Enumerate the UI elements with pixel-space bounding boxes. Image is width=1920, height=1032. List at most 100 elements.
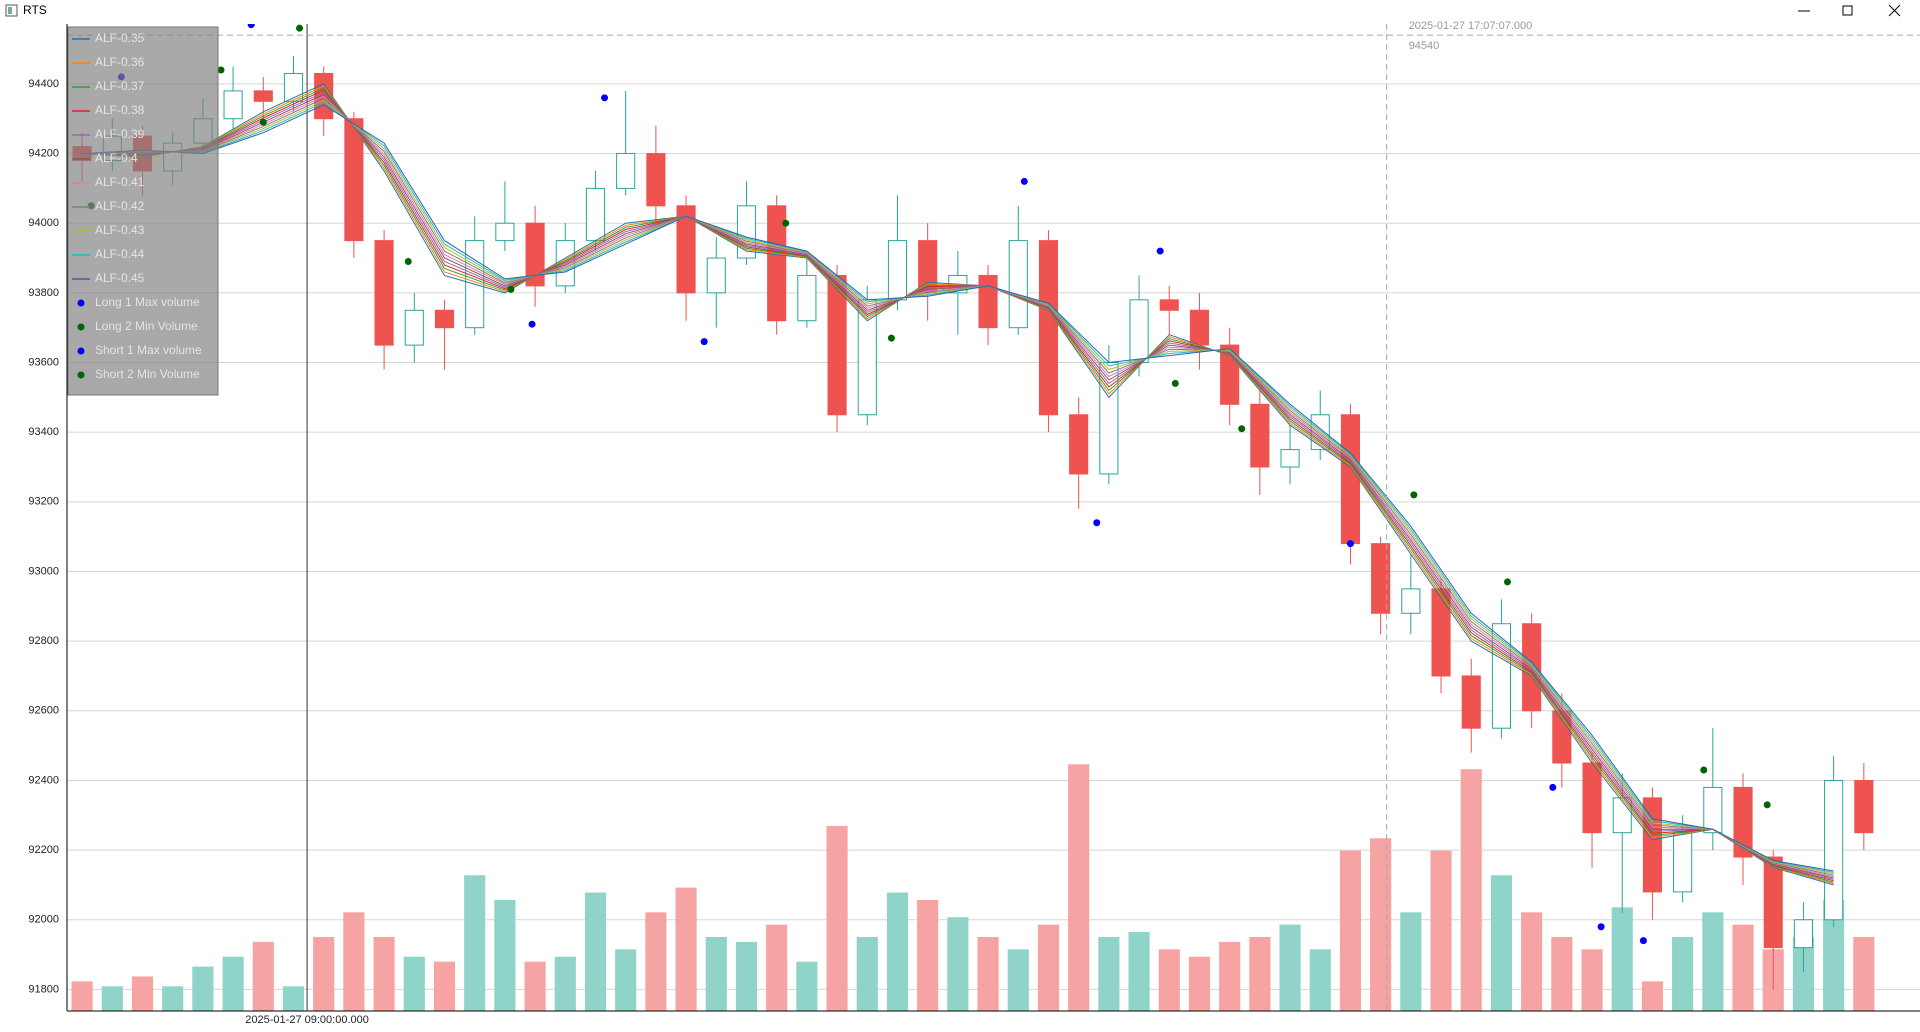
- volume-bar: [403, 956, 425, 1011]
- volume-bar: [554, 956, 576, 1011]
- legend-label: ALF-0.44: [95, 247, 145, 261]
- close-button[interactable]: [1888, 4, 1901, 17]
- volume-bar: [947, 917, 969, 1011]
- volume-bar: [917, 899, 939, 1011]
- legend-swatch: [77, 299, 85, 307]
- legend-label: ALF-0.41: [95, 175, 145, 189]
- signal-marker: [1346, 540, 1354, 548]
- candle-body: [1461, 675, 1481, 729]
- signal-marker: [528, 320, 536, 328]
- y-tick-label: 93400: [28, 426, 59, 438]
- candle-body: [495, 222, 515, 242]
- volume-bar: [1460, 769, 1482, 1011]
- candle-body: [1673, 832, 1693, 893]
- legend-label: Long 1 Max volume: [95, 295, 200, 309]
- volume-bar: [162, 986, 184, 1011]
- candle-body: [676, 205, 696, 294]
- legend-label: ALF-0.36: [95, 55, 145, 69]
- volume-bar: [615, 949, 637, 1011]
- candle-body: [525, 222, 545, 287]
- alf-line: [82, 91, 1834, 880]
- plot-clip-group: [71, 24, 1875, 1011]
- volume-bar: [1490, 875, 1513, 1011]
- alf-line: [82, 104, 1834, 872]
- volume-bar: [1219, 941, 1241, 1011]
- volume-bar: [1279, 924, 1301, 1011]
- volume-bar: [494, 899, 516, 1011]
- legend-box: [67, 26, 219, 396]
- signal-marker: [1093, 519, 1101, 527]
- y-tick-label: 93600: [28, 356, 59, 368]
- candle-body: [1129, 299, 1149, 364]
- alf-line: [82, 102, 1834, 873]
- legend-label: ALF-0.39: [95, 127, 145, 141]
- volume-bar: [343, 912, 365, 1011]
- signal-marker: [1700, 766, 1708, 774]
- plot-area: 91800 92000 92200 92400 92600 92800 93000 93200…: [28, 20, 1920, 1026]
- restore-button[interactable]: [1842, 5, 1853, 16]
- candle-body: [1371, 543, 1391, 614]
- candle-body: [223, 90, 243, 120]
- alf-line: [82, 83, 1834, 886]
- legend-label: ALF-0.43: [95, 223, 145, 237]
- volume-bar: [705, 936, 727, 1011]
- volume-bar: [1249, 936, 1271, 1011]
- y-tick-label: 94200: [28, 147, 59, 159]
- y-tick-label: 94000: [28, 217, 59, 229]
- volume-bar: [1611, 907, 1633, 1011]
- candle-body: [1763, 856, 1783, 949]
- signal-marker: [404, 258, 412, 266]
- volume-bar: [131, 976, 154, 1011]
- candle-body: [585, 187, 606, 242]
- candle-body: [253, 90, 273, 102]
- legend-label: ALF-0.42: [95, 199, 145, 213]
- candle-body: [1854, 779, 1874, 834]
- volume-bar: [524, 961, 546, 1011]
- volume-bar: [1702, 912, 1724, 1011]
- y-tick-label: 93200: [28, 496, 59, 508]
- signal-marker: [507, 285, 515, 293]
- volume-bar: [433, 961, 456, 1011]
- volume-bar: [675, 887, 697, 1011]
- signal-marker: [1171, 379, 1179, 387]
- legend: ALF-0.35 ALF-0.36 ALF-0.37 ALF-0.38 ALF-0.39…: [67, 26, 219, 396]
- legend-swatch: [77, 347, 85, 355]
- legend-label: Short 1 Max volume: [95, 343, 202, 357]
- app-icon: [5, 4, 18, 17]
- signal-marker: [1763, 801, 1771, 809]
- volume-bar: [826, 825, 848, 1011]
- volume-bar: [886, 892, 909, 1011]
- signal-marker: [1639, 937, 1647, 945]
- legend-label: Short 2 Min Volume: [95, 367, 200, 381]
- candle-body: [1401, 588, 1421, 614]
- volume-bar: [1339, 850, 1362, 1011]
- candle-body: [1008, 240, 1028, 329]
- volume-bar: [222, 956, 244, 1011]
- y-tick-label: 91800: [28, 983, 59, 995]
- volume-bar: [1792, 936, 1815, 1011]
- signal-marker: [700, 338, 708, 346]
- candle-body: [797, 274, 817, 322]
- candle-body: [616, 153, 636, 189]
- volume-bar: [645, 912, 667, 1011]
- title-bar: RTS: [0, 0, 1920, 22]
- volume-bar: [1823, 899, 1845, 1011]
- signal-marker: [1503, 578, 1511, 586]
- volume-bar: [1098, 936, 1120, 1011]
- volume-bar: [977, 936, 999, 1011]
- y-tick-label: 92000: [28, 914, 59, 926]
- volume-bar: [1188, 956, 1211, 1011]
- volume-bar: [796, 961, 818, 1011]
- volume-bar: [1430, 850, 1452, 1011]
- legend-label: ALF-0.38: [95, 103, 145, 117]
- y-tick-label: 92800: [28, 635, 59, 647]
- volume-bar: [1581, 949, 1603, 1011]
- candle-body: [1038, 240, 1059, 416]
- alf-line: [82, 100, 1834, 875]
- candle-body: [646, 153, 666, 207]
- signal-marker: [887, 334, 895, 342]
- candle-body: [1824, 779, 1844, 921]
- signal-marker: [601, 94, 609, 102]
